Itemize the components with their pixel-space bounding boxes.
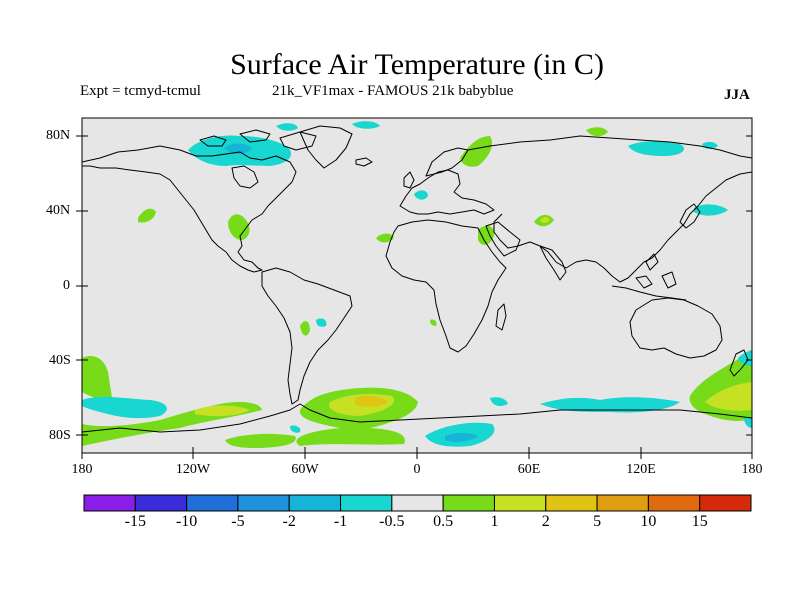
- anomaly-patch-pac-cyan2: [744, 418, 752, 428]
- map-title: Surface Air Temperature (in C): [230, 48, 604, 81]
- coastline-iceland: [355, 157, 373, 167]
- anomaly-patch-se-cyan2: [445, 433, 478, 443]
- coastline-new-zealand: [729, 349, 749, 377]
- coastline-britain: [403, 171, 415, 189]
- coastline-antarctica: [81, 403, 753, 433]
- anomaly-patch-can-cyan2: [224, 143, 252, 154]
- colorbar-tick-label: 0.5: [433, 513, 454, 530]
- anomaly-patch-arc-green1: [460, 136, 493, 167]
- colorbar-swatch: [493, 494, 547, 512]
- lon-label-120w: 120W: [175, 462, 211, 477]
- colorbar-swatch: [340, 494, 393, 512]
- colorbar-tick-label: -1: [333, 513, 348, 530]
- lon-ticks: [81, 447, 753, 459]
- anomaly-patch-pac-cyan: [738, 350, 752, 366]
- colorbar-tick-label: 1: [490, 513, 499, 530]
- colorbar-swatch: [391, 494, 444, 512]
- experiment-label: Expt = tcmyd-tcmul: [80, 83, 201, 99]
- colorbar-swatch: [237, 494, 290, 512]
- coastline-hudson-bay: [231, 165, 259, 189]
- lon-label-180e: 180: [741, 462, 763, 477]
- map-subtitle: 21k_VF1max - FAMOUS 21k babyblue: [272, 83, 514, 99]
- coastlines: [81, 125, 753, 433]
- lat-label-80n: 80N: [46, 128, 71, 143]
- map-background: [82, 118, 752, 453]
- anomaly-patch-sam-cyan: [316, 318, 327, 327]
- colorbar-tick-label: 5: [593, 513, 602, 530]
- anomaly-patch-asia-yellow: [540, 217, 550, 223]
- anomaly-patch-sw-yellow: [195, 405, 250, 417]
- coastline-australia: [629, 297, 723, 359]
- colorbar-swatch: [442, 494, 495, 512]
- coastline-greenland: [299, 125, 353, 169]
- anomaly-patch-ind-cyan: [540, 397, 680, 413]
- lon-label-120e: 120E: [626, 462, 656, 477]
- coastline-sea-islands: [611, 253, 687, 301]
- lat-label-40n: 40N: [46, 203, 71, 218]
- anomaly-patch-na-green: [228, 214, 250, 240]
- coastline-north-america: [81, 145, 297, 273]
- lat-ticks: [76, 135, 752, 436]
- lat-label-40s: 40S: [49, 353, 71, 368]
- colorbar-tick-label: 15: [691, 513, 708, 530]
- colorbar-tick-label: -15: [124, 513, 146, 530]
- anomaly-patch-eu-cyan: [414, 190, 428, 200]
- anomaly-patch-s-orange: [355, 395, 388, 407]
- colorbar: [83, 494, 752, 512]
- colorbar-swatch: [647, 494, 701, 512]
- colorbar-swatch: [545, 494, 598, 512]
- anomaly-patch-sw-green: [82, 355, 112, 400]
- coastline-arabia: [485, 221, 521, 257]
- anomaly-patch-atl-green: [376, 233, 394, 243]
- anomaly-patch-me-green: [478, 225, 495, 245]
- colorbar-swatch: [134, 494, 188, 512]
- colorbar-swatch: [186, 494, 239, 512]
- anomaly-contours: [82, 121, 752, 448]
- lat-label-80s: 80S: [49, 428, 71, 443]
- coastline-south-america: [261, 267, 353, 405]
- season-label: JJA: [724, 87, 750, 103]
- coastline-japan: [679, 203, 701, 229]
- coastline-africa: [385, 219, 507, 353]
- anomaly-patch-sw2-cyan: [290, 425, 301, 433]
- colorbar-tick-label: -10: [175, 513, 198, 530]
- colorbar-tick-label: -0.5: [379, 513, 405, 530]
- anomaly-patch-sw2-green: [225, 433, 296, 448]
- anomaly-patch-arc-cyan1: [276, 123, 298, 131]
- colorbar-tick-label: 10: [640, 513, 657, 530]
- coastline-europe: [399, 169, 495, 215]
- anomaly-patch-safr-green: [430, 319, 437, 326]
- coastline-india: [539, 245, 567, 281]
- lat-label-eq: 0: [63, 278, 70, 293]
- anomaly-patch-sw-cyan: [82, 396, 167, 419]
- colorbar-swatch: [699, 494, 752, 512]
- colorbar-tick-label: 2: [541, 513, 550, 530]
- anomaly-patch-ind-cyan2: [490, 397, 508, 406]
- anomaly-patch-arc-cyan2: [352, 121, 380, 129]
- lon-label-0: 0: [413, 462, 421, 477]
- anomaly-patch-pac-yellow: [705, 382, 752, 411]
- colorbar-tick-label: -2: [282, 513, 296, 530]
- anomaly-patch-jp-cyan: [694, 204, 728, 216]
- lon-label-60e: 60E: [517, 462, 541, 477]
- coastline-madagascar: [495, 303, 507, 331]
- colorbar-swatch: [83, 494, 136, 512]
- lon-label-60w: 60W: [291, 462, 319, 477]
- colorbar-swatch: [596, 494, 649, 512]
- anomaly-patch-sib-cyan: [628, 141, 685, 156]
- colorbar-tick-label: -5: [231, 513, 245, 530]
- anomaly-patch-npac-green: [138, 208, 156, 223]
- lon-label-180w: 180: [71, 462, 93, 477]
- anomaly-patch-arc-green2: [586, 127, 608, 137]
- colorbar-swatch: [288, 494, 342, 512]
- anomaly-patch-sam-green: [300, 321, 310, 336]
